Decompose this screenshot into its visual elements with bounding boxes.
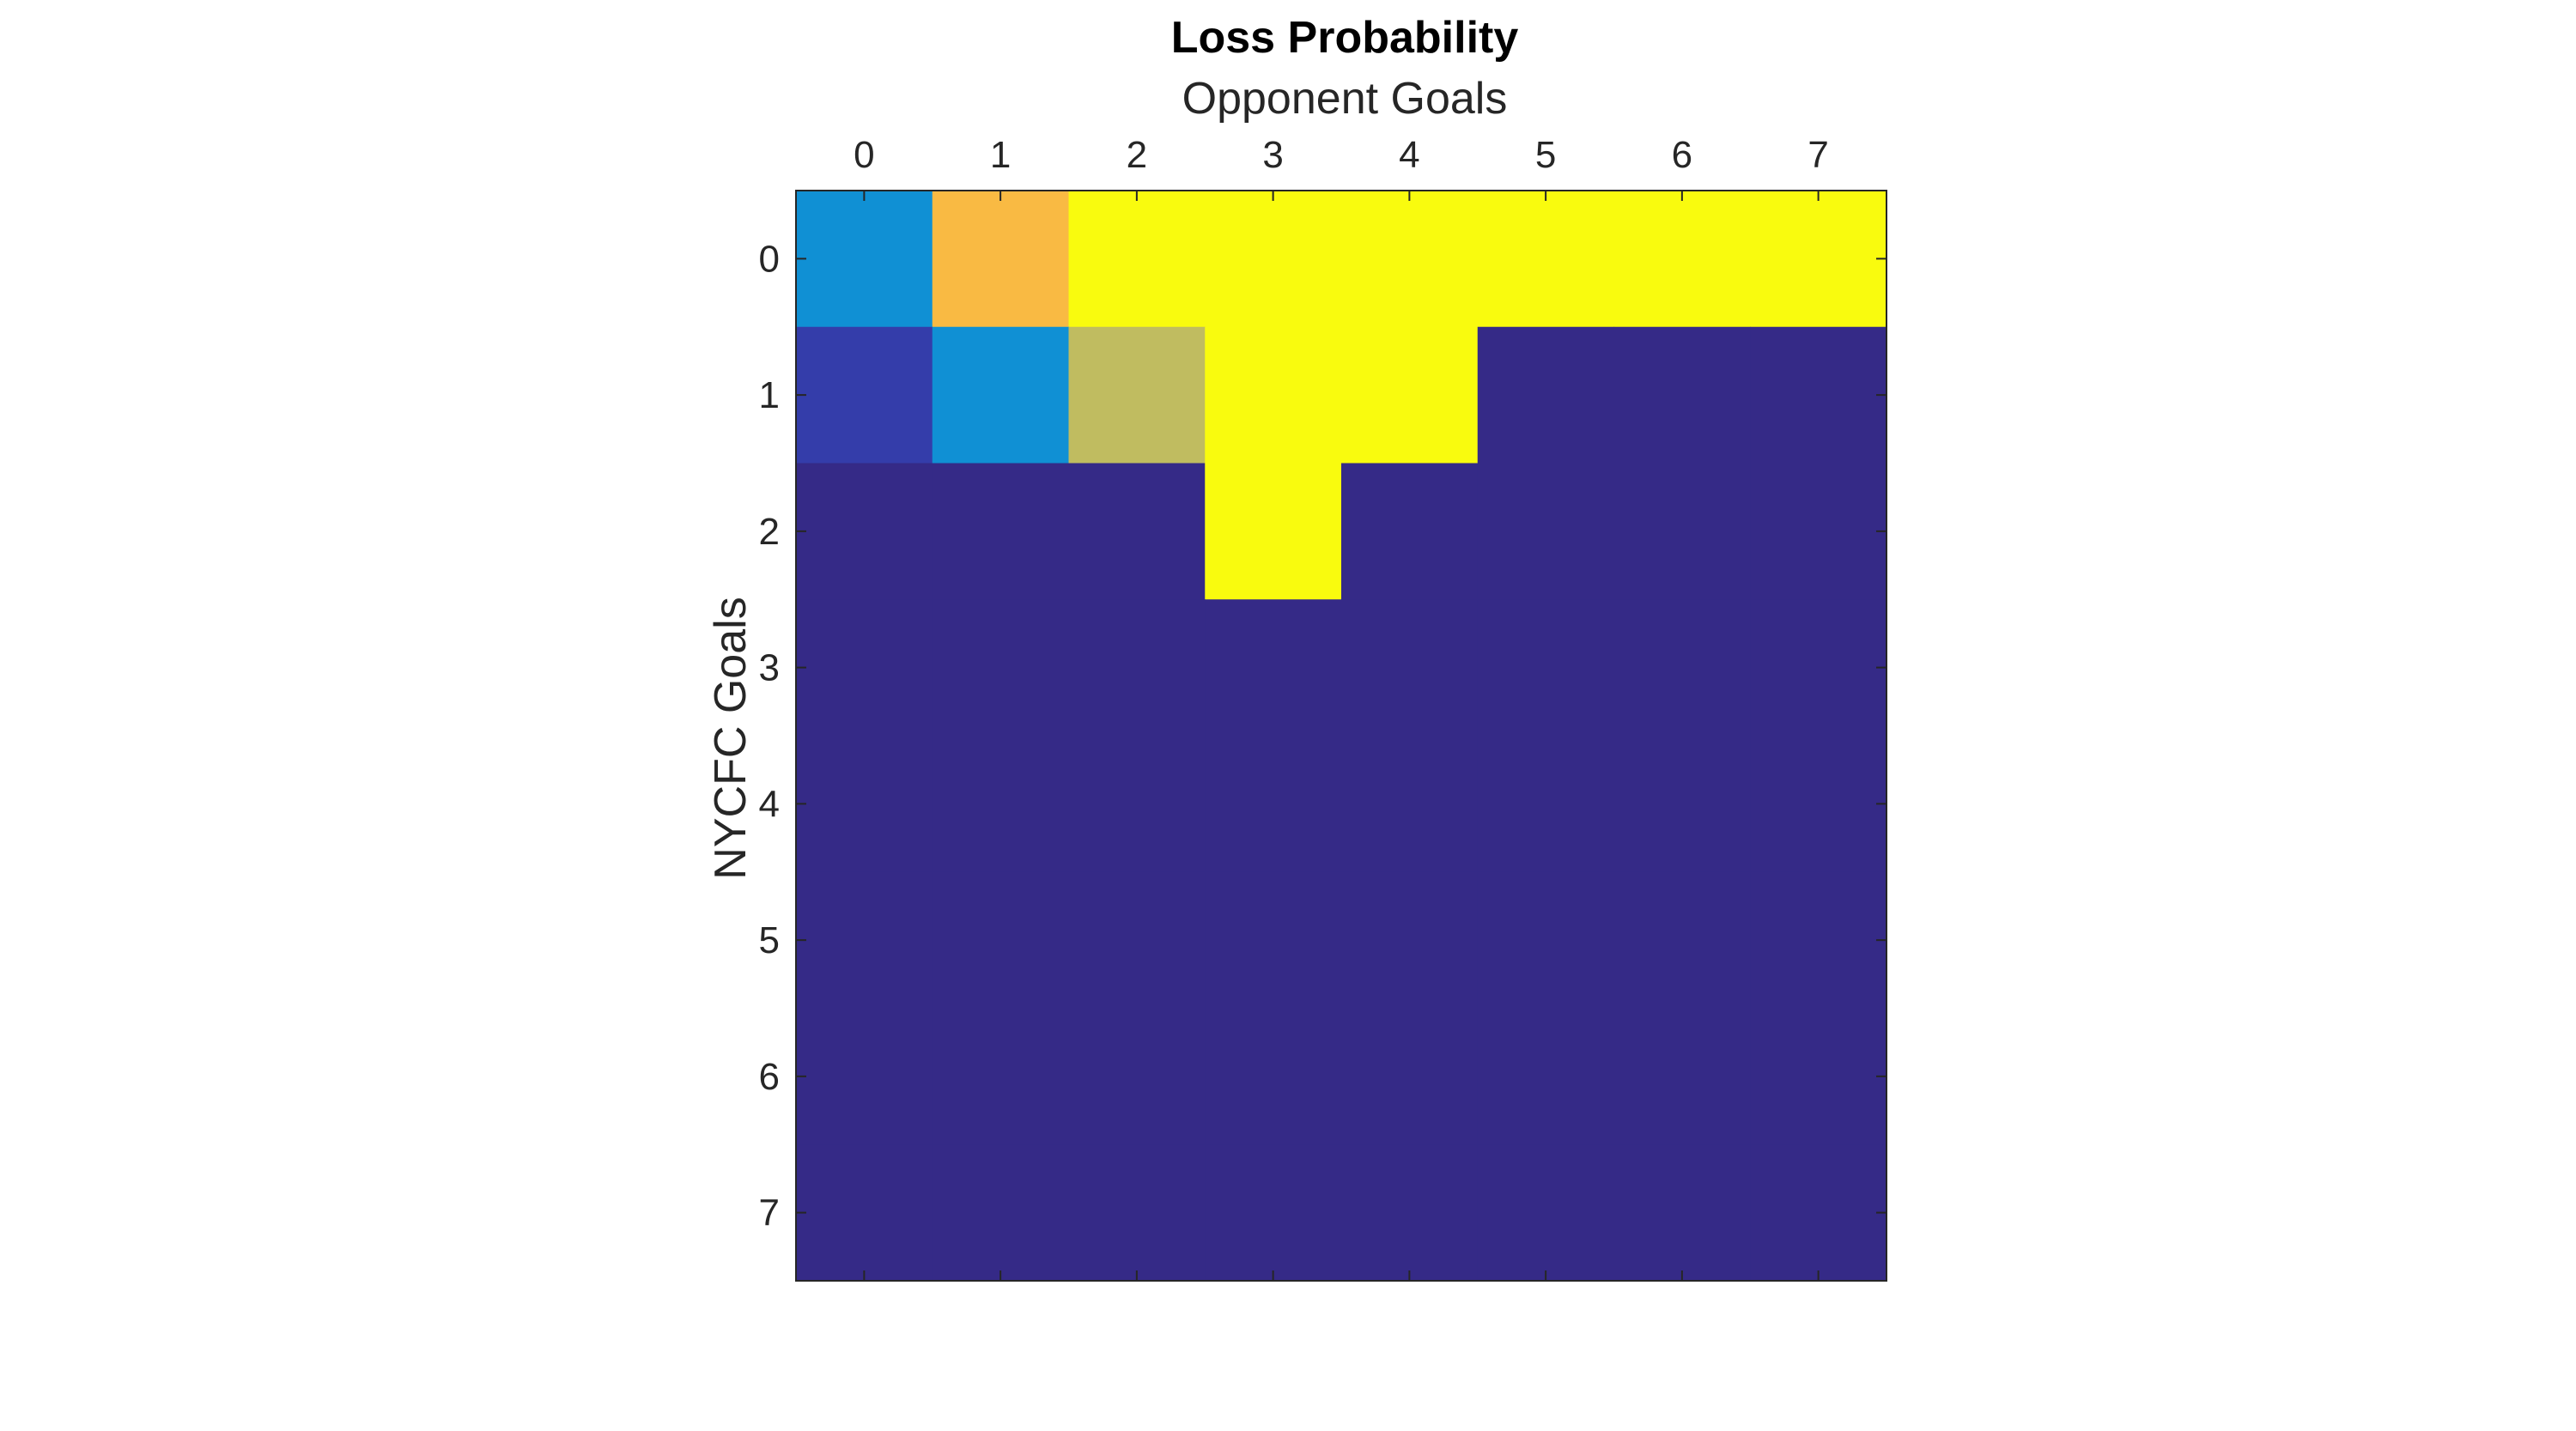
- heatmap-cell: [1341, 599, 1479, 737]
- axis-ticks: [795, 190, 1887, 1282]
- heatmap-cell: [932, 326, 1070, 464]
- y-tick-label: 5: [759, 919, 780, 961]
- heatmap-cell: [1205, 736, 1342, 873]
- heatmap-cell: [1205, 871, 1342, 1010]
- heatmap-cell: [1750, 736, 1887, 873]
- y-tick-label: 0: [759, 238, 780, 280]
- x-tick-label: 3: [1262, 134, 1283, 176]
- heatmap-cell: [1341, 736, 1479, 873]
- heatmap-cell: [1750, 871, 1887, 1010]
- heatmap-cell: [796, 191, 933, 328]
- heatmap-cell: [1068, 1008, 1206, 1145]
- heatmap-cell: [1341, 463, 1479, 600]
- heatmap-cell: [1068, 191, 1206, 328]
- x-tick-label: 7: [1807, 134, 1828, 176]
- heatmap-cell: [1205, 326, 1342, 464]
- heatmap-cell: [1613, 191, 1751, 328]
- heatmap-cell: [1477, 463, 1615, 600]
- heatmap-cell: [1613, 871, 1751, 1010]
- y-tick-labels: 0 1 2 3 4 5 6 7: [759, 238, 780, 1234]
- x-tick-label: 4: [1399, 134, 1419, 176]
- heatmap-cell: [1205, 1008, 1342, 1145]
- heatmap-cell: [1341, 871, 1479, 1010]
- heatmap-cell: [1477, 736, 1615, 873]
- heatmap-cell: [1068, 599, 1206, 737]
- heatmap-cell: [1477, 326, 1615, 464]
- x-tick-label: 2: [1127, 134, 1147, 176]
- x-tick-label: 5: [1535, 134, 1556, 176]
- heatmap-cell: [1205, 599, 1342, 737]
- y-tick-label: 2: [759, 511, 780, 553]
- heatmap-cell: [1068, 736, 1206, 873]
- heatmap-cells: [796, 191, 1887, 1282]
- heatmap-cell: [1205, 191, 1342, 328]
- x-axis-label: Opponent Goals: [1182, 74, 1508, 124]
- y-tick-label: 1: [759, 374, 780, 416]
- y-tick-label: 6: [759, 1056, 780, 1098]
- y-tick-label: 3: [759, 647, 780, 689]
- heatmap-cell: [1477, 599, 1615, 737]
- heatmap-cell: [796, 326, 933, 464]
- heatmap-cell: [932, 736, 1070, 873]
- heatmap-cell: [1613, 463, 1751, 600]
- heatmap-cell: [1750, 1144, 1887, 1282]
- heatmap-cell: [1341, 326, 1479, 464]
- heatmap-cell: [1341, 191, 1479, 328]
- x-tick-label: 6: [1672, 134, 1692, 176]
- heatmap-cell: [1477, 1008, 1615, 1145]
- heatmap-cell: [932, 871, 1070, 1010]
- heatmap-cell: [1750, 191, 1887, 328]
- x-tick-label: 1: [990, 134, 1011, 176]
- x-tick-label: 0: [854, 134, 874, 176]
- heatmap-cell: [1750, 1008, 1887, 1145]
- y-tick-label: 4: [759, 783, 780, 825]
- heatmap-cell: [1068, 871, 1206, 1010]
- y-tick-label: 7: [759, 1192, 780, 1234]
- heatmap-cell: [1341, 1144, 1479, 1282]
- chart-title: Loss Probability: [1171, 13, 1519, 63]
- heatmap-cell: [796, 1008, 933, 1145]
- heatmap-cell: [1613, 599, 1751, 737]
- heatmap-cell: [1068, 326, 1206, 464]
- heatmap-cell: [932, 1144, 1070, 1282]
- heatmap-cell: [1068, 1144, 1206, 1282]
- heatmap-cell: [1477, 1144, 1615, 1282]
- heatmap-cell: [1205, 463, 1342, 600]
- heatmap-cell: [1341, 1008, 1479, 1145]
- heatmap-cell: [796, 871, 933, 1010]
- heatmap-cell: [1068, 463, 1206, 600]
- heatmap-cell: [1205, 1144, 1342, 1282]
- heatmap-cell: [1613, 1144, 1751, 1282]
- heatmap-cell: [1750, 463, 1887, 600]
- heatmap-cell: [796, 599, 933, 737]
- heatmap-cell: [796, 736, 933, 873]
- heatmap-cell: [1477, 871, 1615, 1010]
- heatmap-cell: [932, 599, 1070, 737]
- heatmap-cell: [1613, 736, 1751, 873]
- x-tick-labels: 0 1 2 3 4 5 6 7: [854, 134, 1829, 176]
- heatmap-cell: [932, 463, 1070, 600]
- heatmap-cell: [1613, 1008, 1751, 1145]
- heatmap-cell: [796, 463, 933, 600]
- heatmap-cell: [1750, 326, 1887, 464]
- plot-border: [795, 190, 1887, 1282]
- heatmap-cell: [932, 1008, 1070, 1145]
- heatmap-cell: [796, 1144, 933, 1282]
- heatmap-cell: [1477, 191, 1615, 328]
- heatmap-cell: [932, 191, 1070, 328]
- y-axis-label: NYCFC Goals: [706, 597, 756, 879]
- heatmap-cell: [1750, 599, 1887, 737]
- heatmap-cell: [1613, 326, 1751, 464]
